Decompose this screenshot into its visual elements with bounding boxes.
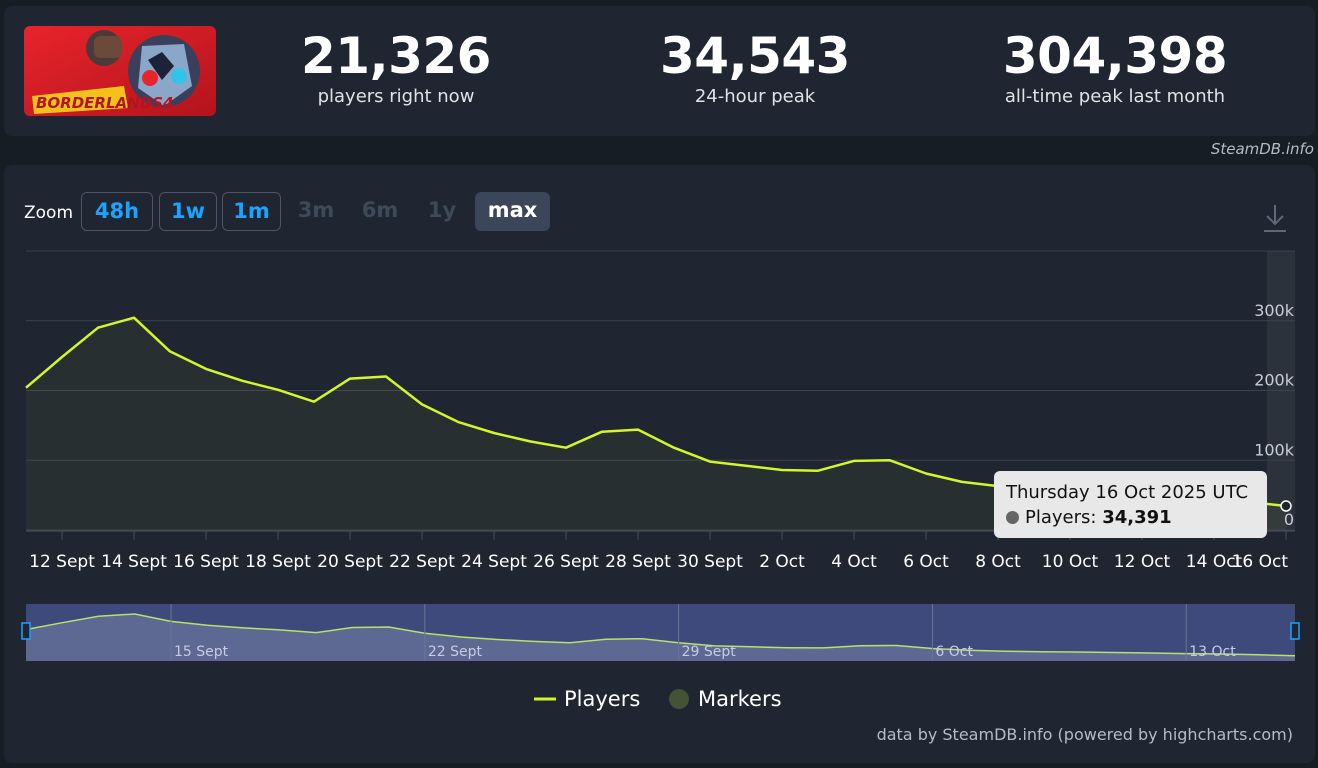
data-point[interactable] [383, 374, 389, 380]
x-tick-label: 12 Oct [1114, 552, 1171, 572]
navigator-area [26, 614, 1295, 661]
x-tick-label: 22 Sept [389, 552, 455, 572]
zoom-max-button[interactable]: max [475, 192, 550, 231]
stat-value: 304,398 [1002, 27, 1228, 85]
chart-credit[interactable]: data by SteamDB.info (powered by highcha… [876, 725, 1293, 744]
data-point[interactable] [275, 387, 281, 393]
zoom-6m-button[interactable]: 6m [361, 198, 399, 222]
data-point[interactable] [743, 463, 749, 469]
navigator-tick-label: 13 Oct [1189, 644, 1236, 660]
data-point[interactable] [1280, 500, 1292, 512]
data-point[interactable] [671, 445, 677, 451]
data-point[interactable] [851, 458, 857, 464]
x-tick-label: 4 Oct [831, 552, 877, 572]
x-tick-label: 24 Sept [461, 552, 527, 572]
x-tick-label: 18 Sept [245, 552, 311, 572]
zoom-1w-button[interactable]: 1w [159, 192, 217, 231]
stat-label: players right now [317, 86, 475, 107]
y-tick-label: 200k [1254, 371, 1295, 390]
legend-label-players: Players [564, 687, 641, 711]
data-point[interactable] [455, 419, 461, 425]
legend-circle-icon [669, 689, 689, 709]
data-point[interactable] [131, 315, 137, 321]
x-tick-label: 30 Sept [677, 552, 743, 572]
x-tick-label: 16 Oct [1232, 552, 1289, 572]
x-tick-label: 8 Oct [975, 552, 1021, 572]
navigator-line [25, 613, 1296, 657]
x-tick-label: 16 Sept [173, 552, 239, 572]
data-point[interactable] [419, 401, 425, 407]
zoom-1m-button[interactable]: 1m [222, 192, 281, 231]
data-point[interactable] [815, 468, 821, 474]
x-tick-label: 2 Oct [759, 552, 805, 572]
stat-label: all-time peak last month [1004, 86, 1226, 107]
download-icon[interactable] [1262, 202, 1288, 234]
data-point[interactable] [527, 438, 533, 444]
stat-players-now: 21,326 players right now [231, 28, 561, 107]
x-tick-label: 28 Sept [605, 552, 671, 572]
x-tick-label: 10 Oct [1042, 552, 1099, 572]
data-point[interactable] [203, 366, 209, 372]
data-point[interactable] [347, 376, 353, 382]
y-tick-label: 100k [1254, 440, 1295, 459]
data-point[interactable] [599, 429, 605, 435]
tooltip-series-value: 34,391 [1102, 507, 1172, 528]
navigator-tick-label: 29 Sept [682, 644, 737, 660]
data-point[interactable] [167, 348, 173, 354]
navigator-tick-label: 6 Oct [935, 644, 973, 660]
data-point[interactable] [311, 399, 317, 405]
data-point[interactable] [779, 467, 785, 473]
tooltip-dot-icon [1006, 511, 1019, 524]
chart-tooltip: Thursday 16 Oct 2025 UTC Players: 34,391 [994, 471, 1267, 538]
zoom-3m-button[interactable]: 3m [297, 198, 335, 222]
stat-24h-peak: 34,543 24-hour peak [590, 28, 920, 107]
stat-value: 21,326 [301, 27, 491, 85]
data-point[interactable] [59, 354, 65, 360]
x-tick-label: 14 Sept [101, 552, 167, 572]
x-tick-label: 26 Sept [533, 552, 599, 572]
legend-item-markers[interactable]: Markers [668, 687, 782, 711]
y-tick-label: 300k [1254, 301, 1295, 320]
navigator-left-handle[interactable] [21, 622, 31, 640]
stats-panel: BORDERLANDS4 21,326 players right now 34… [4, 6, 1315, 136]
stat-all-time-peak: 304,398 all-time peak last month [950, 28, 1280, 107]
data-point[interactable] [707, 459, 713, 465]
tooltip-title: Thursday 16 Oct 2025 UTC [1006, 482, 1249, 503]
stat-label: 24-hour peak [694, 86, 816, 107]
data-point[interactable] [563, 445, 569, 451]
legend-label-markers: Markers [698, 687, 782, 711]
stat-value: 34,543 [660, 27, 850, 85]
y-tick-label: 0 [1284, 510, 1294, 529]
data-point[interactable] [635, 427, 641, 433]
player-chart[interactable]: 0 100k 200k 300k 12 Sept 14 Sept 16 Sept 18 Sep… [4, 165, 1315, 763]
game-logo[interactable]: BORDERLANDS4 [24, 26, 216, 116]
data-point[interactable] [95, 325, 101, 331]
tooltip-series-label: Players: [1025, 507, 1097, 528]
legend-line-icon [534, 697, 556, 701]
x-tick-label: 20 Sept [317, 552, 383, 572]
data-point[interactable] [923, 471, 929, 477]
legend-item-players[interactable]: Players [534, 687, 640, 711]
zoom-1y-button[interactable]: 1y [427, 198, 457, 222]
game-logo-text: BORDERLANDS4 [36, 94, 173, 112]
navigator-right-handle[interactable] [1290, 622, 1300, 640]
x-tick-label: 14 Oct [1186, 552, 1243, 572]
zoom-label: Zoom [24, 203, 74, 223]
x-tick-label: 6 Oct [903, 552, 949, 572]
data-point[interactable] [491, 430, 497, 436]
steamdb-credit-link[interactable]: SteamDB.info [1210, 140, 1314, 158]
zoom-48h-button[interactable]: 48h [81, 192, 153, 231]
data-point[interactable] [239, 378, 245, 384]
data-point[interactable] [887, 457, 893, 463]
tooltip-series-line: Players: 34,391 [1006, 507, 1255, 528]
data-point[interactable] [23, 385, 29, 391]
chart-panel: 0 100k 200k 300k 12 Sept 14 Sept 16 Sept 18 Sep… [4, 165, 1315, 763]
navigator-tick-label: 22 Sept [428, 644, 483, 660]
data-point[interactable] [959, 479, 965, 485]
players-area [26, 317, 1286, 530]
navigator-tick-label: 15 Sept [174, 644, 229, 660]
x-tick-label: 12 Sept [29, 552, 95, 572]
